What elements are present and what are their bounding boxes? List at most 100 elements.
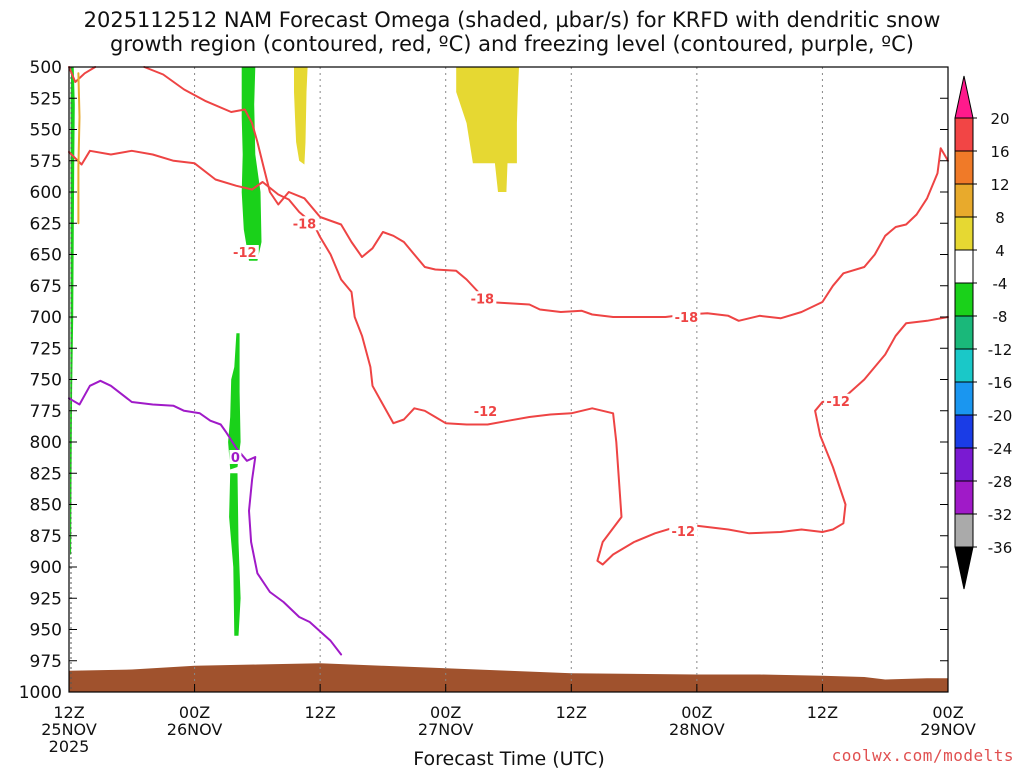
y-tick-label: 700: [30, 308, 62, 328]
y-tick-label: 850: [30, 496, 62, 516]
colorbar-box: [954, 381, 974, 416]
colorbar-box: [954, 249, 974, 284]
y-tick-label: 675: [30, 277, 62, 297]
colorbar-box: [954, 282, 974, 317]
y-tick-label: 575: [30, 152, 62, 172]
x-tick-label: 27NOV: [418, 720, 474, 739]
contour-line: [143, 66, 949, 322]
contour-line: [77, 72, 81, 225]
colorbar-label: -4: [993, 275, 1008, 293]
contour-label: -12: [233, 246, 257, 261]
contour-label: -12: [474, 405, 498, 420]
colorbar-label: 8: [995, 209, 1005, 227]
colorbar-label: -12: [988, 341, 1013, 359]
x-tick-label: 26NOV: [167, 720, 223, 739]
x-tick-label: 12Z: [53, 703, 84, 722]
colorbar-label: -32: [988, 506, 1013, 524]
y-tick-label: 750: [30, 371, 62, 391]
x-tick-label: 12Z: [556, 703, 587, 722]
x-axis-title: Forecast Time (UTC): [413, 748, 604, 768]
y-tick-label: 600: [30, 183, 62, 203]
contour-label: -18: [293, 217, 317, 232]
contour-label: -12: [672, 525, 696, 540]
contour-line: [68, 66, 97, 83]
contour-line: [68, 149, 949, 566]
y-tick-label: 875: [30, 527, 62, 547]
y-tick-label: 1000: [19, 683, 62, 703]
contour-label: -18: [675, 311, 699, 326]
y-tick-label: 925: [30, 589, 62, 609]
contour-label-bg: [669, 523, 698, 538]
colorbar-box: [954, 315, 974, 350]
colorbar-box: [954, 513, 974, 548]
colorbar-box: [954, 150, 974, 185]
colorbar-box: [954, 117, 974, 152]
colorbar-box: [954, 480, 974, 515]
colorbar-label: -8: [993, 308, 1008, 326]
contour-line: [68, 379, 343, 656]
contour-label: -18: [471, 292, 495, 307]
colorbar-label: 16: [990, 143, 1009, 161]
y-tick-label: 975: [30, 652, 62, 672]
y-tick-label: 725: [30, 339, 62, 359]
contour-label-bg: [290, 216, 319, 231]
y-tick-label: 800: [30, 433, 62, 453]
shaded-region: [229, 473, 241, 636]
omega-shading-layer: [69, 67, 948, 692]
x-tick-label: 25NOV: [41, 720, 97, 739]
y-tick-label: 900: [30, 558, 62, 578]
x-tick-label: 00Z: [179, 703, 210, 722]
colorbar-label: -16: [988, 374, 1013, 392]
colorbar-top-arrow: [954, 75, 974, 119]
contour-label-bg: [471, 403, 500, 418]
contour-label-bg: [468, 291, 497, 306]
x-tick-label: 12Z: [807, 703, 838, 722]
contour-layer: [68, 66, 949, 656]
x-tick-label: 12Z: [304, 703, 335, 722]
shaded-region: [70, 67, 75, 555]
y-tick-label: 625: [30, 214, 62, 234]
contour-label-layer: -18 -12 -18 -18 -12 -12 -12 0: [229, 216, 853, 540]
chart-title-line2: growth region (contoured, red, ºC) and f…: [110, 32, 914, 56]
contour-label: -12: [826, 395, 850, 410]
y-tick-label: 500: [30, 58, 62, 78]
colorbar-box: [954, 414, 974, 449]
y-tick-label: 525: [30, 89, 62, 109]
shaded-region: [241, 67, 262, 261]
y-tick-label: 825: [30, 464, 62, 484]
contour-label-bg: [229, 450, 242, 464]
colorbar-box: [954, 183, 974, 218]
colorbar-label: -24: [988, 440, 1013, 458]
contour-label-bg: [672, 310, 701, 324]
colorbar-label: 4: [995, 242, 1005, 260]
contour-label-bg: [230, 245, 259, 259]
x-tick-label: 00Z: [932, 703, 963, 722]
colorbar-label: 12: [990, 176, 1009, 194]
colorbar: 20 16 12 8 4 -4 -8 -12 -16 -20 -24 -28 -32 -36: [954, 75, 1013, 590]
y-axis: 500 525 550 575 600 625 650 675 700 725 750 775 800 8…: [19, 58, 948, 703]
colorbar-label: 20: [990, 110, 1009, 128]
chart-title: 2025112512 NAM Forecast Omega (shaded, µ…: [0, 8, 1024, 56]
y-tick-label: 775: [30, 402, 62, 422]
x-tick-label: 28NOV: [669, 720, 725, 739]
x-tick-label: 2025: [49, 737, 90, 756]
colorbar-label: -36: [988, 539, 1013, 557]
colorbar-label: -20: [988, 407, 1013, 425]
colorbar-bottom-arrow: [954, 546, 974, 590]
y-tick-label: 950: [30, 621, 62, 641]
contour-label: 0: [231, 451, 240, 466]
x-tick-label: 00Z: [430, 703, 461, 722]
x-tick-label: 00Z: [681, 703, 712, 722]
x-tick-label: 29NOV: [920, 720, 976, 739]
colorbar-label: -28: [988, 473, 1013, 491]
credit-text: coolwx.com/modelts: [831, 746, 1014, 765]
colorbar-box: [954, 447, 974, 482]
shaded-region: [228, 333, 241, 470]
shaded-region: [294, 67, 308, 165]
y-tick-label: 550: [30, 121, 62, 141]
y-tick-label: 650: [30, 246, 62, 266]
colorbar-box: [954, 348, 974, 383]
chart-title-line1: 2025112512 NAM Forecast Omega (shaded, µ…: [83, 8, 941, 32]
